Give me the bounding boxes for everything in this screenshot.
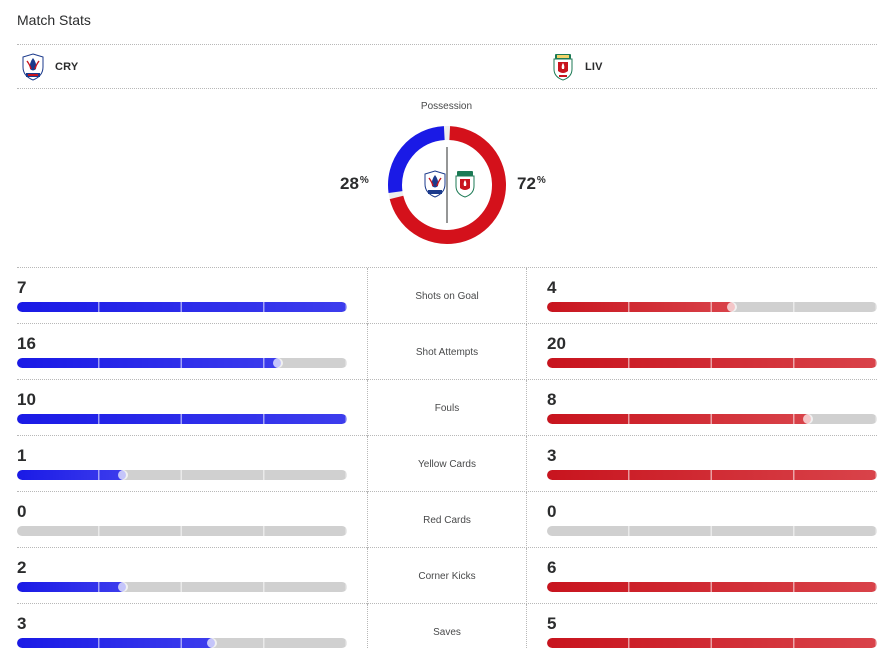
crystal-palace-crest-icon: [22, 53, 44, 81]
away-stat-value: 0: [547, 502, 557, 521]
home-stat-bar-fill: [17, 470, 126, 480]
home-possession-number: 28: [340, 174, 359, 193]
stat-row: 0 Red Cards 0: [17, 491, 877, 548]
stat-row: 3 Saves 5: [17, 603, 877, 649]
home-bar-cap: [117, 582, 128, 592]
home-bar-cap: [207, 638, 217, 648]
home-stat-bar-fill: [17, 358, 281, 368]
home-stat-value: 10: [17, 390, 36, 409]
possession-section: Possession 28% 72%: [0, 96, 880, 256]
away-stat-bar-fill: [547, 414, 811, 424]
home-bar-cap: [117, 470, 128, 480]
home-stat-value: 16: [17, 334, 36, 353]
away-stat-bar: [547, 526, 877, 536]
away-stat-bar: [547, 470, 877, 480]
liverpool-crest-icon: [455, 171, 475, 198]
away-stat-bar-fill: [547, 358, 877, 368]
crystal-palace-crest-icon: [424, 170, 446, 198]
away-stat-value: 20: [547, 334, 566, 353]
away-stat-bar-fill: [547, 582, 877, 592]
stat-label: Saves: [367, 604, 527, 649]
away-bar-cap: [803, 414, 813, 424]
away-possession-pct-symbol: %: [536, 175, 546, 186]
home-stat-value: 2: [17, 558, 27, 577]
away-stat-bar: [547, 302, 877, 312]
stat-label: Shot Attempts: [367, 324, 527, 380]
away-stat-value: 4: [547, 278, 557, 297]
home-possession-pct-symbol: %: [359, 175, 369, 186]
stat-label: Yellow Cards: [367, 436, 527, 492]
home-stat-bar: [17, 358, 347, 368]
away-stat-bar-fill: [547, 638, 877, 648]
home-possession-value: 28%: [340, 174, 369, 194]
stat-label: Red Cards: [367, 492, 527, 548]
home-team[interactable]: CRY: [21, 53, 78, 81]
stat-row: 16 Shot Attempts 20: [17, 323, 877, 380]
page-title: Match Stats: [17, 12, 91, 28]
home-stat-bar: [17, 638, 347, 648]
away-stat-value: 5: [547, 614, 557, 633]
home-bar-cap: [273, 358, 283, 368]
stat-row: 1 Yellow Cards 3: [17, 435, 877, 492]
possession-label: Possession: [420, 101, 473, 112]
away-bar-cap: [727, 302, 738, 312]
stat-row: 10 Fouls 8: [17, 379, 877, 436]
bar-tick-marks: [17, 526, 347, 536]
home-stat-bar-fill: [17, 302, 347, 312]
home-stat-value: 0: [17, 502, 27, 521]
away-possession-number: 72: [517, 174, 536, 193]
stat-label: Corner Kicks: [367, 548, 527, 604]
home-stat-bar-fill: [17, 638, 215, 648]
bar-tick-marks: [547, 526, 877, 536]
away-stat-value: 8: [547, 390, 557, 409]
stat-label: Fouls: [367, 380, 527, 436]
home-stat-bar: [17, 526, 347, 536]
away-stat-bar: [547, 582, 877, 592]
home-team-abbr: CRY: [55, 61, 79, 73]
away-team[interactable]: LIV: [551, 53, 603, 81]
away-stat-bar: [547, 414, 877, 424]
home-stat-bar: [17, 470, 347, 480]
home-stat-bar: [17, 302, 347, 312]
teams-header: CRY LIV: [17, 44, 877, 89]
home-stat-bar: [17, 414, 347, 424]
away-stat-bar: [547, 358, 877, 368]
away-stat-bar-fill: [547, 302, 736, 312]
home-possession-arc: [388, 126, 445, 194]
stat-row: 2 Corner Kicks 6: [17, 547, 877, 604]
home-stat-bar: [17, 582, 347, 592]
stat-row: 7 Shots on Goal 4: [17, 267, 877, 324]
home-stat-value: 7: [17, 278, 27, 297]
away-stat-bar-fill: [547, 470, 877, 480]
stat-label: Shots on Goal: [367, 268, 527, 324]
home-stat-value: 3: [17, 614, 27, 633]
home-stat-bar-fill: [17, 582, 126, 592]
stats-table: 7 Shots on Goal 4 16 Shot Attempts 20 10 Fouls 8…: [17, 267, 877, 649]
away-stat-bar: [547, 638, 877, 648]
possession-donut-chart: [388, 126, 506, 244]
liverpool-crest-icon: [553, 54, 573, 81]
away-possession-value: 72%: [517, 174, 546, 194]
away-team-abbr: LIV: [585, 61, 603, 73]
away-stat-value: 6: [547, 558, 557, 577]
away-stat-value: 3: [547, 446, 557, 465]
home-stat-value: 1: [17, 446, 27, 465]
away-possession-arc: [389, 126, 506, 244]
home-stat-bar-fill: [17, 414, 347, 424]
